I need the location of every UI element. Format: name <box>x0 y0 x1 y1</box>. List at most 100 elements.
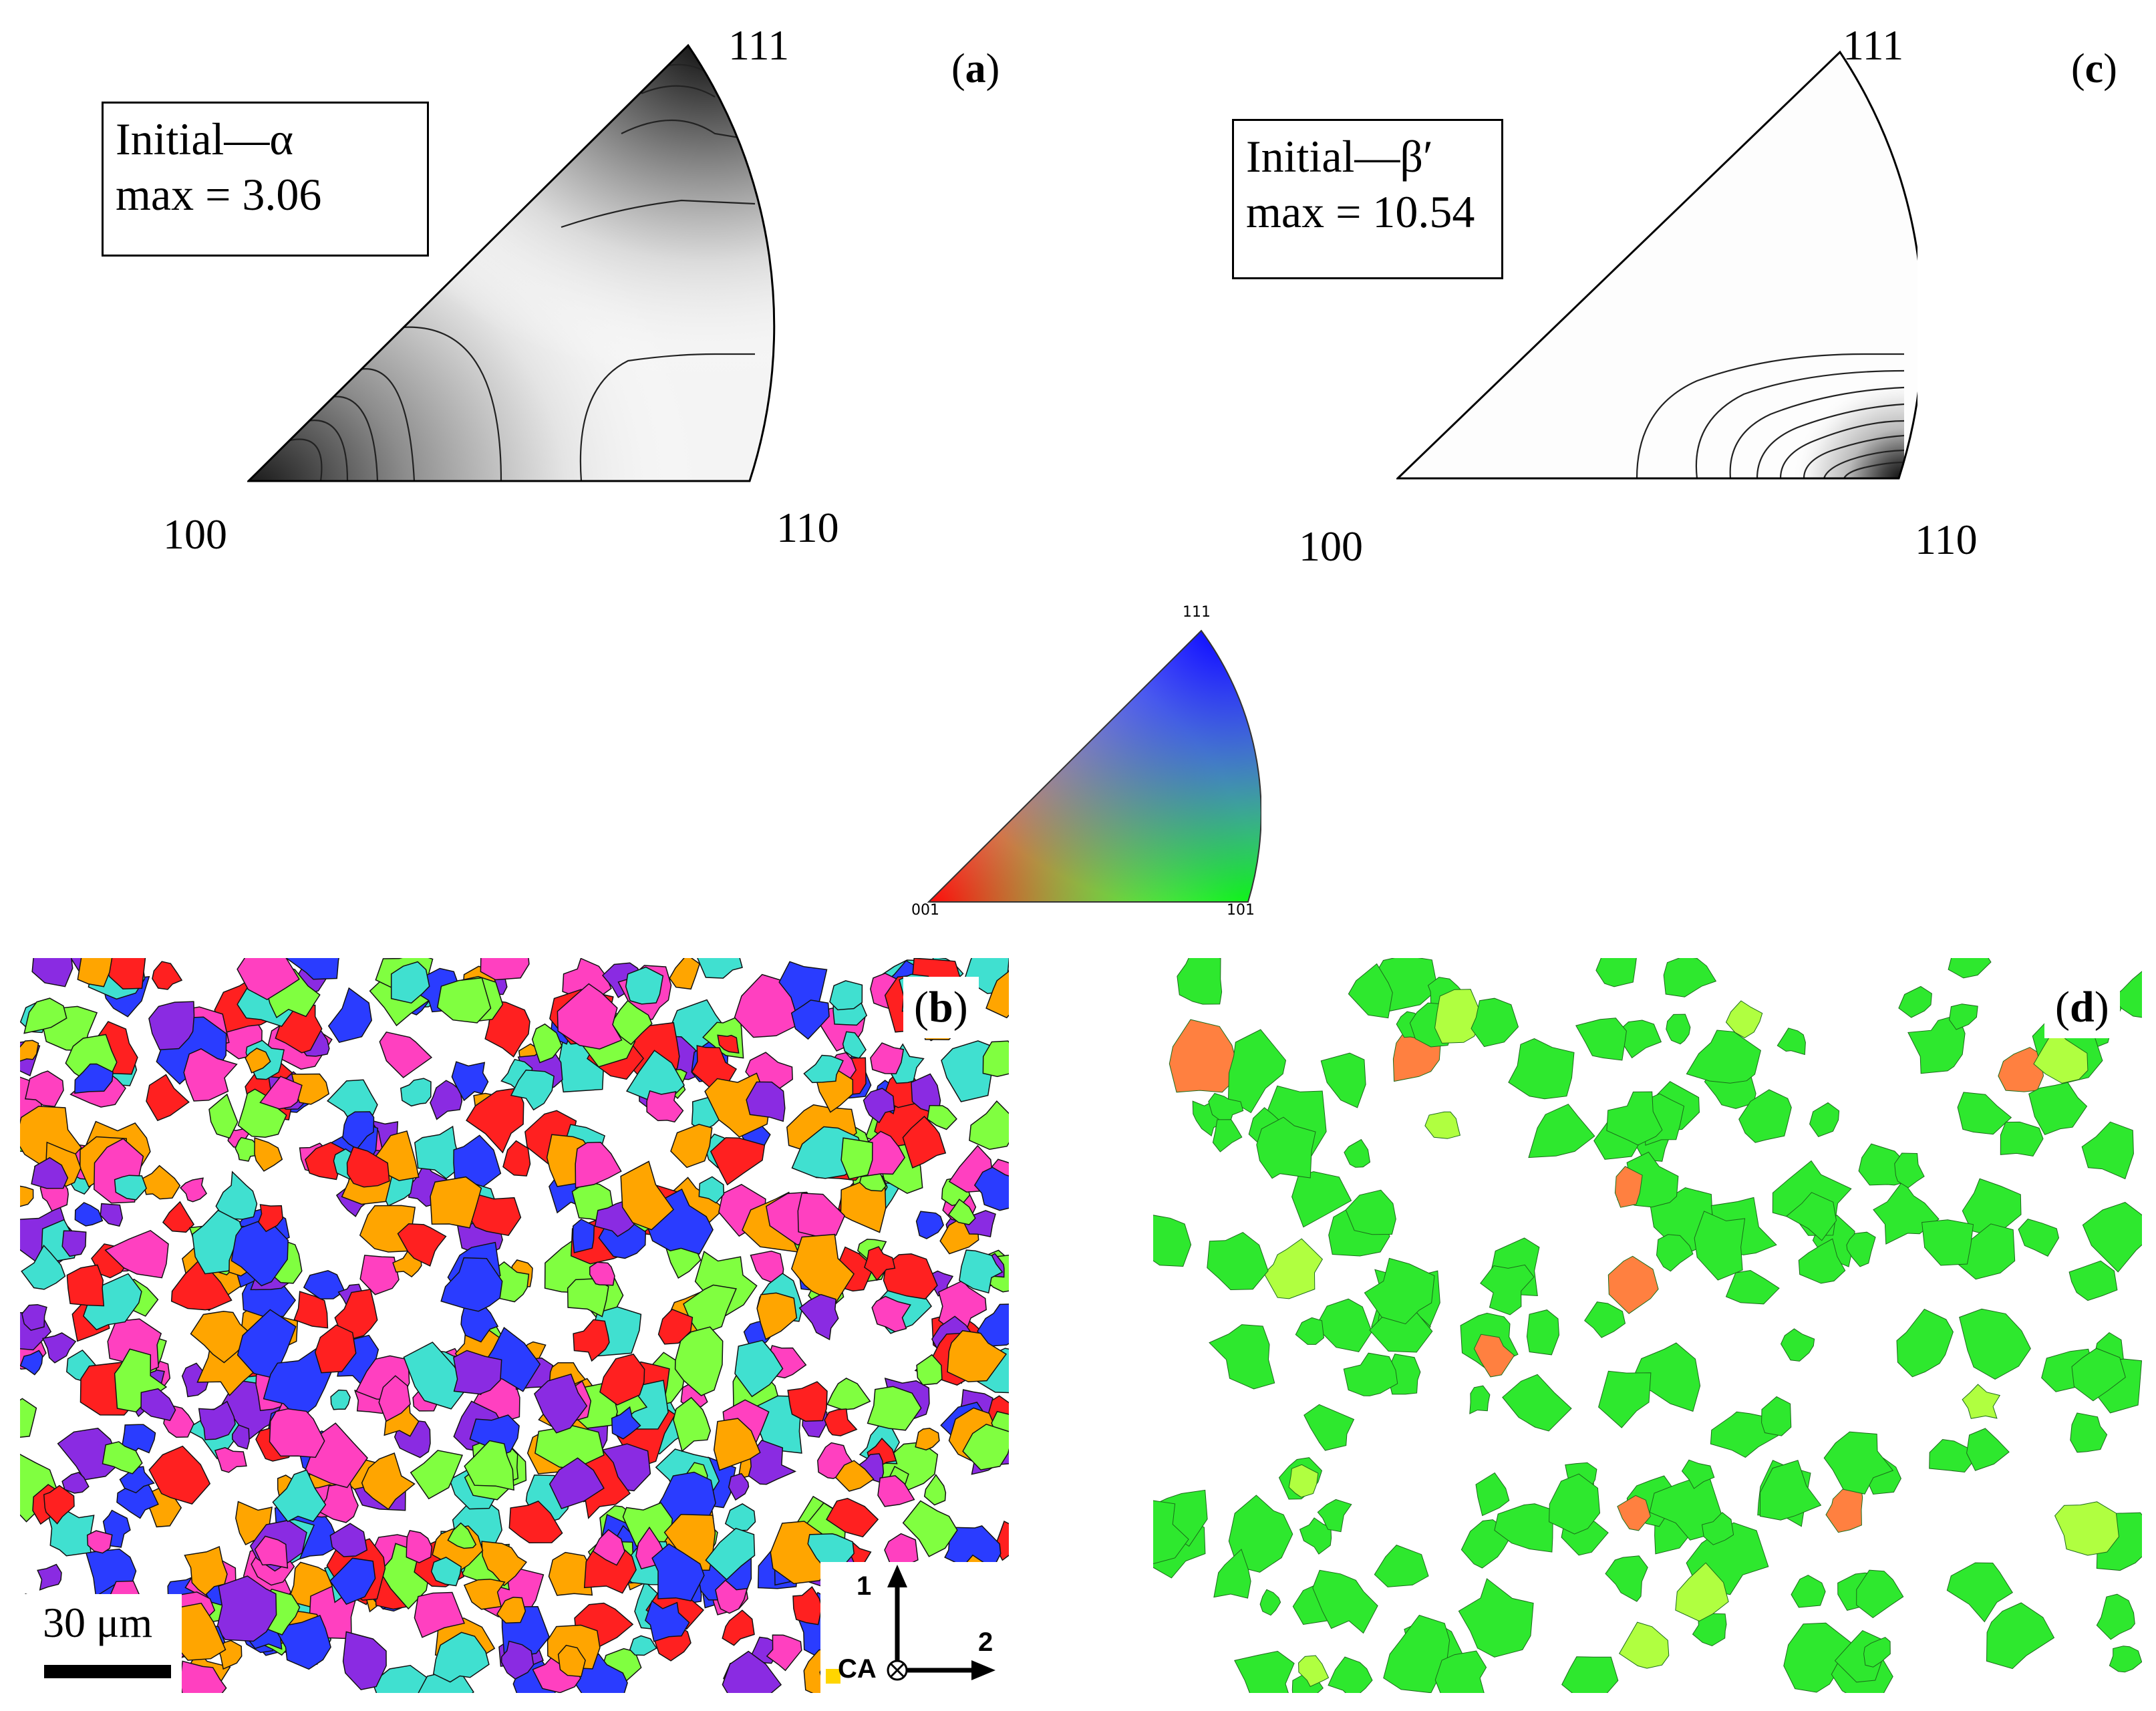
grain <box>1863 1637 1891 1668</box>
grain <box>969 1100 1009 1150</box>
grain <box>1957 1092 2012 1135</box>
grain <box>23 997 67 1034</box>
grain <box>1692 1612 1727 1647</box>
panel-letter-d: d <box>2069 983 2095 1032</box>
ipf-beta-prime-corner-110: 110 <box>1915 516 1978 563</box>
grain <box>915 1428 940 1450</box>
grain <box>915 1211 945 1239</box>
grain <box>293 1291 329 1329</box>
grain <box>1348 963 1393 1019</box>
panel-letter-b: b <box>928 983 953 1032</box>
grain <box>1256 1116 1316 1179</box>
grain <box>1458 1578 1534 1658</box>
ipf-beta-prime-info-box: Initial—β′ max = 10.54 <box>1232 119 1503 279</box>
grain <box>1153 1215 1192 1267</box>
grain <box>346 1146 390 1188</box>
grain <box>216 1575 277 1642</box>
grain <box>766 1634 802 1672</box>
grain <box>170 1260 233 1311</box>
grain <box>1856 1569 1904 1619</box>
grain <box>140 1388 176 1421</box>
grain <box>977 1303 1009 1347</box>
grain <box>403 1342 468 1410</box>
grain <box>620 1160 674 1231</box>
grain <box>254 1137 283 1172</box>
grain <box>148 1001 195 1050</box>
grain <box>2081 1121 2134 1180</box>
grain <box>1434 1650 1487 1693</box>
grain <box>2033 1028 2089 1084</box>
grain <box>592 1529 625 1566</box>
grain <box>1791 1575 1826 1608</box>
grain <box>436 977 492 1024</box>
grain <box>797 1193 846 1237</box>
grain <box>1471 997 1519 1048</box>
grain <box>1364 1257 1435 1325</box>
grain <box>430 1080 463 1120</box>
grain <box>1701 1512 1734 1545</box>
grain <box>573 1319 610 1362</box>
grain <box>20 1350 43 1376</box>
ipf-key-corner-111: 111 <box>1183 604 1211 621</box>
grain <box>902 1500 958 1557</box>
ebsd-map-d-grains <box>1153 958 2142 1693</box>
grain <box>1295 1317 1325 1345</box>
grain <box>303 1270 345 1299</box>
grain <box>1694 1211 1746 1281</box>
grain <box>531 1023 563 1064</box>
axis-ca-label: CA <box>838 1654 877 1684</box>
grain <box>273 1614 331 1670</box>
grain <box>329 1557 376 1605</box>
grain <box>21 1303 47 1332</box>
grain <box>480 958 530 981</box>
grain <box>923 1474 947 1506</box>
grain <box>359 1255 400 1295</box>
grain <box>1986 1602 2055 1670</box>
ipf-beta-prime-max: max = 10.54 <box>1246 186 1475 237</box>
grain <box>1809 1102 1840 1138</box>
grain <box>258 1204 283 1233</box>
grain <box>1725 1269 1780 1305</box>
grain <box>645 1600 690 1642</box>
ipf-key-corner-101: 101 <box>1227 902 1255 919</box>
grain <box>834 1460 875 1492</box>
grain <box>1962 1384 2001 1419</box>
ipf-key-corner-001: 001 <box>911 902 939 919</box>
grain <box>400 1078 432 1107</box>
grain <box>683 1284 737 1336</box>
grain <box>1825 1485 1863 1533</box>
grain <box>430 1176 482 1229</box>
grain <box>31 1156 69 1189</box>
grain <box>1383 1615 1450 1693</box>
grain <box>1785 1192 1837 1241</box>
grain <box>1710 1411 1779 1458</box>
ipf-alpha-max: max = 3.06 <box>116 168 322 220</box>
grain <box>100 1203 124 1227</box>
grain <box>148 1445 211 1505</box>
panel-label-c: (c) <box>2071 46 2117 92</box>
grain <box>1629 1342 1701 1412</box>
grain <box>715 1579 748 1614</box>
grain <box>916 1354 943 1386</box>
grain <box>1153 1500 1189 1565</box>
grain <box>670 1124 713 1169</box>
grain <box>119 1466 155 1494</box>
grain <box>1328 1656 1373 1693</box>
grain <box>902 1116 947 1169</box>
grain <box>432 1631 490 1683</box>
grain <box>1681 1459 1715 1489</box>
grain <box>1614 1166 1643 1208</box>
grain <box>1595 958 1637 987</box>
grain <box>451 1061 489 1102</box>
grain <box>1209 1324 1275 1390</box>
grain <box>1298 1655 1330 1687</box>
grain <box>973 1166 1009 1211</box>
grain <box>1738 1089 1792 1143</box>
grain <box>61 1230 87 1257</box>
grain <box>1929 1438 1974 1473</box>
grain <box>1424 1111 1461 1139</box>
grain <box>826 1378 871 1410</box>
grain <box>74 1202 104 1227</box>
grain <box>1320 1052 1366 1108</box>
grain <box>1234 1650 1295 1693</box>
